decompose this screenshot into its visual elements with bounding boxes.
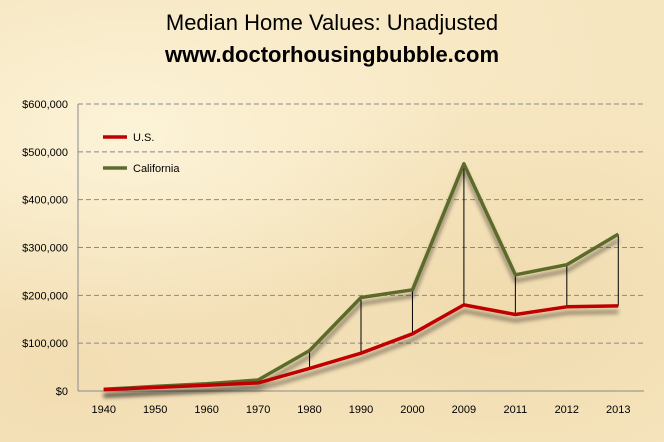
y-tick-label: $600,000 (22, 99, 68, 111)
x-tick-label: 2009 (452, 404, 476, 416)
chart-subtitle: www.doctorhousingbubble.com (164, 42, 500, 67)
y-tick-label: $300,000 (22, 243, 68, 255)
y-tick-label: $500,000 (22, 147, 68, 159)
series-line-u-s (103, 303, 619, 392)
y-tick-label: $200,000 (22, 290, 68, 302)
x-tick-label: 1990 (349, 404, 373, 416)
legend: U.S. California (103, 132, 180, 175)
x-tick-label: 1980 (297, 404, 321, 416)
x-tick-label: 1940 (91, 404, 115, 416)
chart-title: Median Home Values: Unadjusted (165, 10, 499, 35)
x-tick-label: 1970 (246, 404, 270, 416)
x-tick-label: 2012 (555, 404, 579, 416)
x-tick-label: 2000 (400, 404, 424, 416)
x-tick-label: 2011 (504, 404, 528, 416)
series-line-california (103, 162, 620, 392)
legend-label: California (133, 163, 180, 175)
tick-labels: $0 $100,000 $200,000 $300,000 $400,000 $500,0… (22, 99, 630, 416)
difference-lines (103, 163, 619, 390)
x-tick-label: 2013 (606, 404, 630, 416)
series-lines (103, 162, 620, 392)
x-tick-label: 1950 (143, 404, 167, 416)
y-tick-label: $0 (56, 386, 68, 398)
legend-label: U.S. (133, 132, 154, 144)
y-tick-label: $400,000 (22, 195, 68, 207)
axes (77, 104, 644, 392)
y-tick-label: $100,000 (22, 338, 68, 350)
x-tick-label: 1960 (194, 404, 218, 416)
